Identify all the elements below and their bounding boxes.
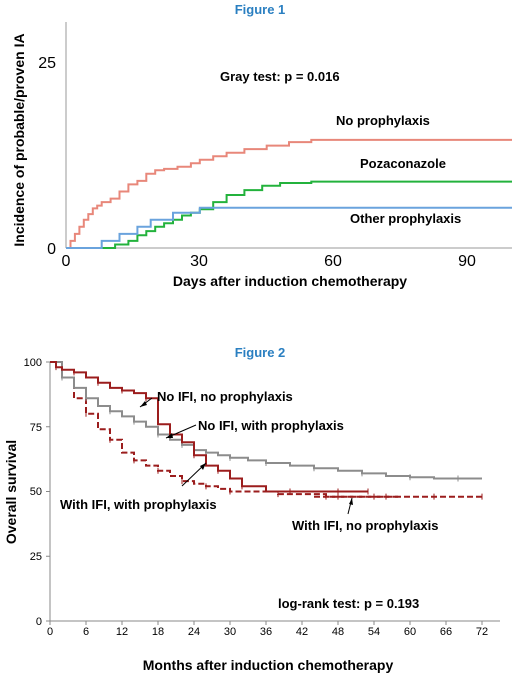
figure-2-y-tick-label: 0 [36, 616, 42, 628]
figure-2-x-tick-label: 42 [296, 626, 308, 638]
figure-2-x-tick-label: 48 [332, 626, 344, 638]
figure-2-label-with-ifi-no-prophylaxis: With IFI, no prophylaxis [292, 518, 439, 533]
figure-1-stat-annotation: Gray test: p = 0.016 [220, 69, 340, 84]
figure-2-stat-annotation: log-rank test: p = 0.193 [278, 596, 419, 611]
figure-1-label-pozaconazole: Pozaconazole [360, 156, 446, 171]
figure-1-y-tick-label: 25 [38, 55, 56, 72]
figure-1-x-ticks: 0 30 60 90 [62, 253, 476, 270]
figure-2-y-ticks: 0 25 50 75 100 [24, 357, 42, 628]
figure-2-x-axis-title: Months after induction chemotherapy [143, 657, 394, 673]
figure-1-y-axis-title: Incidence of probable/proven IA [11, 33, 27, 246]
figure-2-y-axis-title: Overall survival [3, 440, 19, 544]
figure-2-x-tick-label: 12 [116, 626, 128, 638]
figure-2-x-tick-label: 54 [368, 626, 380, 638]
figure-2-x-tick-label: 66 [440, 626, 452, 638]
figure-2-y-tick-label: 25 [30, 551, 42, 563]
figure-2-y-tick-label: 100 [24, 357, 42, 369]
figure-2-label-no-ifi-no-prophylaxis: No IFI, no prophylaxis [157, 389, 293, 404]
figure-2-x-tick-label: 18 [152, 626, 164, 638]
figure-2-x-tick-label: 6 [83, 626, 89, 638]
figure-2-x-tick-label: 36 [260, 626, 272, 638]
figure-2-y-tick-label: 75 [30, 422, 42, 434]
figure-1-x-tick-label: 0 [62, 253, 71, 270]
figure-1-title: Figure 1 [235, 2, 286, 17]
figure-1: Figure 1 0 30 60 90 0 25 Days after indu… [11, 2, 512, 289]
figure-2-label-with-ifi-with-prophylaxis: With IFI, with prophylaxis [60, 497, 217, 512]
figure-2-x-tick-label: 60 [404, 626, 416, 638]
figure-2-x-tick-label: 24 [188, 626, 200, 638]
figure-1-label-no-prophylaxis: No prophylaxis [336, 113, 430, 128]
figure-1-x-axis-title: Days after induction chemotherapy [173, 273, 407, 289]
figure-1-x-tick-label: 90 [458, 253, 476, 270]
figure-1-y-tick-label: 0 [47, 241, 56, 258]
figure-1-label-other-prophylaxis: Other prophylaxis [350, 211, 461, 226]
figure-2-x-tick-label: 30 [224, 626, 236, 638]
figure-1-x-tick-label: 30 [190, 253, 208, 270]
figure-2-label-no-ifi-with-prophylaxis: No IFI, with prophylaxis [198, 418, 344, 433]
figure-2-x-ticks: 0 6 12 18 24 30 36 42 48 54 60 66 72 [47, 626, 488, 638]
figure-2-y-tick-label: 50 [30, 486, 42, 498]
figure-2: Figure 2 0 6 12 18 24 30 36 42 48 54 60 … [3, 345, 500, 673]
arrowhead-icon [349, 498, 353, 505]
figure-2-x-tick-label: 72 [476, 626, 488, 638]
figure-2-x-tick-label: 0 [47, 626, 53, 638]
figure-2-title: Figure 2 [235, 345, 286, 360]
figure-1-y-ticks: 0 25 [38, 55, 56, 258]
figure-1-x-tick-label: 60 [324, 253, 342, 270]
arrowhead-icon [140, 401, 147, 407]
